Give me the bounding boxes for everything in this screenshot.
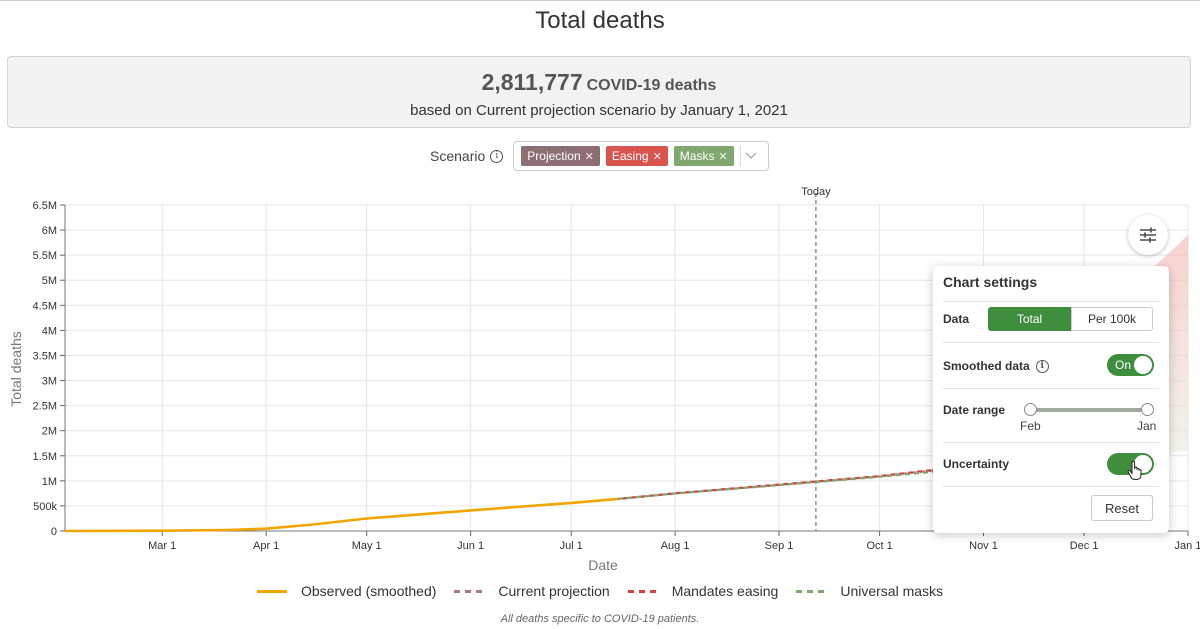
chart-legend: Observed (smoothed) Current projection M… <box>257 583 961 599</box>
y-axis-title: Total deaths <box>8 331 24 407</box>
y-tick-label: 5.5M <box>33 250 57 262</box>
scenario-select[interactable]: Projection ✕ Easing ✕ Masks ✕ <box>513 141 769 171</box>
sliders-icon <box>1140 227 1156 243</box>
death-count: 2,811,777 <box>481 69 583 95</box>
scenario-tag-masks[interactable]: Masks ✕ <box>673 146 734 166</box>
tag-label: Masks <box>679 149 715 163</box>
smoothed-state: On <box>1115 358 1132 372</box>
legend-item-projection[interactable]: Current projection <box>454 583 610 599</box>
scenario-row: Scenario i Projection ✕ Easing ✕ Masks ✕ <box>430 141 769 171</box>
remove-tag-icon[interactable]: ✕ <box>718 150 728 163</box>
chevron-down-icon[interactable] <box>739 145 762 167</box>
x-tick-label: Jan 1 <box>1175 540 1200 552</box>
page-title: Total deaths <box>535 7 665 34</box>
series-line-universal-masks <box>617 469 944 500</box>
scenario-label: Scenario <box>430 148 486 164</box>
divider <box>943 388 1159 389</box>
reset-button[interactable]: Reset <box>1091 495 1153 521</box>
y-tick-label: 4M <box>42 325 57 337</box>
legend-item-easing[interactable]: Mandates easing <box>627 583 779 599</box>
divider <box>943 486 1159 487</box>
y-tick-label: 2M <box>42 426 57 438</box>
divider <box>943 301 1159 302</box>
x-tick-label: Apr 1 <box>253 540 279 552</box>
date-range-start-handle[interactable] <box>1024 403 1037 416</box>
date-range-slider[interactable] <box>1030 408 1147 412</box>
legend-swatch <box>627 589 658 593</box>
info-icon[interactable]: i <box>1035 359 1049 373</box>
smoothed-label-group: Smoothed data i <box>943 359 1049 373</box>
legend-item-observed[interactable]: Observed (smoothed) <box>257 583 436 599</box>
legend-swatch <box>796 589 827 593</box>
y-tick-label: 3M <box>42 376 57 388</box>
toggle-knob <box>1134 356 1152 374</box>
date-range-end: Jan <box>1137 419 1157 433</box>
x-tick-label: Jun 1 <box>457 540 484 552</box>
series-line-observed-smoothed <box>64 497 619 533</box>
y-tick-label: 1.5M <box>33 451 57 463</box>
summary-headline: 2,811,777 COVID-19 deaths <box>8 69 1190 96</box>
legend-swatch <box>454 589 485 593</box>
summary-subtitle: based on Current projection scenario by … <box>410 102 788 119</box>
smoothed-label: Smoothed data <box>943 359 1030 373</box>
legend-swatch <box>257 589 287 593</box>
divider <box>943 342 1159 343</box>
uncertainty-label: Uncertainty <box>943 457 1010 471</box>
x-tick-label: Mar 1 <box>148 540 176 552</box>
series-lines <box>64 467 944 533</box>
x-tick-label: Jul 1 <box>560 540 583 552</box>
date-range-label: Date range <box>943 403 1006 417</box>
x-axis-title: Date <box>588 557 618 573</box>
y-tick-label: 5M <box>42 275 57 287</box>
footnote: All deaths specific to COVID-19 patients… <box>500 613 700 625</box>
settings-title: Chart settings <box>943 274 1038 290</box>
series-line-mandates-easing <box>617 467 944 500</box>
scenario-tag-projection[interactable]: Projection ✕ <box>521 146 600 166</box>
x-tick-label: Aug 1 <box>661 540 690 552</box>
date-range-start: Feb <box>1020 419 1041 433</box>
data-label: Data <box>943 312 970 326</box>
y-tick-label: 500k <box>33 501 57 513</box>
legend-label: Observed (smoothed) <box>301 583 437 599</box>
legend-item-masks[interactable]: Universal masks <box>796 583 943 599</box>
summary-box: 2,811,777 COVID-19 deaths based on Curren… <box>7 56 1191 128</box>
y-tick-label: 3.5M <box>33 350 57 362</box>
remove-tag-icon[interactable]: ✕ <box>652 150 662 163</box>
data-per100k-button[interactable]: Per 100k <box>1071 307 1153 331</box>
chart-settings-button[interactable] <box>1128 215 1168 255</box>
x-tick-label: May 1 <box>352 540 382 552</box>
x-tick-label: Sep 1 <box>765 540 794 552</box>
death-unit: COVID-19 deaths <box>586 77 717 94</box>
divider <box>943 442 1159 443</box>
chart-settings-panel: Chart settings Data Total Per 100k Smoot… <box>933 266 1169 533</box>
hand-cursor-icon <box>1127 461 1142 480</box>
y-tick-label: 1M <box>42 476 57 488</box>
y-tick-label: 0 <box>51 526 57 538</box>
scenario-tag-easing[interactable]: Easing ✕ <box>605 146 668 166</box>
data-toggle-group: Total Per 100k <box>988 307 1153 331</box>
legend-label: Current projection <box>498 583 610 599</box>
tag-label: Easing <box>611 149 649 163</box>
today-label: Today <box>801 186 831 198</box>
x-tick-label: Dec 1 <box>1070 540 1099 552</box>
data-total-button[interactable]: Total <box>988 307 1071 331</box>
tag-label: Projection <box>527 149 581 163</box>
y-tick-label: 2.5M <box>33 401 57 413</box>
series-line-current-projection <box>617 468 944 500</box>
y-tick-label: 6.5M <box>33 200 57 212</box>
legend-label: Mandates easing <box>671 583 779 599</box>
x-tick-label: Oct 1 <box>866 540 892 552</box>
legend-label: Universal masks <box>840 583 944 599</box>
scenario-label-group: Scenario i <box>430 148 504 164</box>
y-tick-label: 4.5M <box>33 300 57 312</box>
remove-tag-icon[interactable]: ✕ <box>584 150 594 163</box>
date-range-end-handle[interactable] <box>1141 403 1154 416</box>
y-tick-label: 6M <box>42 225 57 237</box>
smoothed-toggle[interactable]: On <box>1107 354 1154 376</box>
info-icon[interactable]: i <box>490 149 504 163</box>
x-tick-label: Nov 1 <box>969 540 998 552</box>
